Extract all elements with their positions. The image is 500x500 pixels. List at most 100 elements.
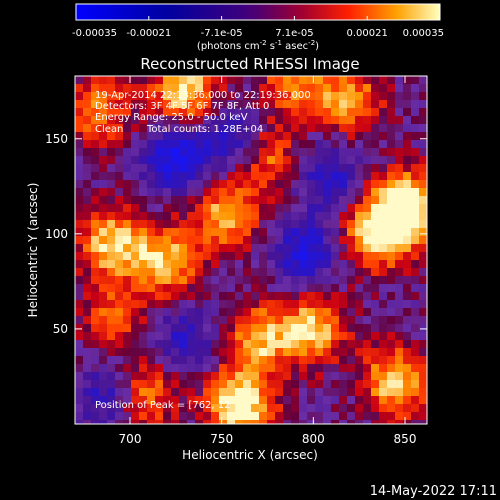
heatmap-cell — [259, 180, 267, 188]
heatmap-cell — [195, 300, 203, 308]
heatmap-cell — [315, 308, 323, 316]
heatmap-cell — [123, 188, 131, 196]
heatmap-cell — [171, 76, 179, 84]
heatmap-cell — [139, 308, 147, 316]
heatmap-cell — [379, 300, 387, 308]
heatmap-cell — [107, 236, 115, 244]
heatmap-cell — [227, 84, 235, 92]
heatmap-cell — [75, 124, 83, 132]
heatmap-cell — [275, 380, 283, 388]
heatmap-cell — [163, 196, 171, 204]
heatmap-cell — [131, 100, 139, 108]
heatmap-cell — [355, 84, 363, 92]
heatmap-cell — [83, 188, 91, 196]
heatmap-cell — [387, 380, 395, 388]
heatmap-cell — [323, 276, 331, 284]
heatmap-cell — [99, 196, 107, 204]
heatmap-cell — [163, 308, 171, 316]
heatmap-cell — [195, 420, 203, 424]
heatmap-cell — [259, 308, 267, 316]
heatmap-cell — [379, 196, 387, 204]
heatmap-cell — [171, 292, 179, 300]
heatmap-cell — [307, 356, 315, 364]
heatmap-cell — [419, 140, 427, 148]
heatmap-cell — [203, 260, 211, 268]
heatmap-cell — [411, 228, 419, 236]
heatmap-cell — [251, 364, 259, 372]
heatmap-cell — [99, 356, 107, 364]
heatmap-cell — [307, 292, 315, 300]
heatmap-cell — [259, 332, 267, 340]
heatmap-cell — [355, 204, 363, 212]
heatmap-cell — [147, 132, 155, 140]
heatmap-cell — [291, 388, 299, 396]
heatmap-cell — [411, 284, 419, 292]
heatmap-cell — [371, 372, 379, 380]
heatmap-cell — [163, 244, 171, 252]
heatmap-cell — [307, 348, 315, 356]
heatmap-cell — [387, 252, 395, 260]
heatmap-cell — [259, 284, 267, 292]
heatmap-cell — [211, 76, 219, 84]
heatmap-cell — [419, 260, 427, 268]
heatmap-cell — [75, 220, 83, 228]
heatmap-cell — [179, 116, 187, 124]
heatmap-cell — [131, 236, 139, 244]
heatmap-cell — [235, 324, 243, 332]
heatmap-cell — [187, 292, 195, 300]
heatmap-cell — [339, 348, 347, 356]
heatmap-cell — [251, 324, 259, 332]
heatmap-cell — [251, 252, 259, 260]
heatmap-cell — [323, 364, 331, 372]
heatmap-cell — [235, 316, 243, 324]
heatmap-cell — [299, 220, 307, 228]
heatmap-cell — [115, 364, 123, 372]
heatmap-cell — [195, 100, 203, 108]
heatmap-cell — [203, 124, 211, 132]
heatmap-cell — [347, 204, 355, 212]
heatmap-cell — [419, 244, 427, 252]
heatmap-cell — [355, 172, 363, 180]
heatmap-cell — [363, 108, 371, 116]
heatmap-cell — [115, 236, 123, 244]
heatmap-cell — [235, 388, 243, 396]
heatmap-cell — [275, 404, 283, 412]
heatmap-cell — [251, 236, 259, 244]
heatmap-cell — [283, 324, 291, 332]
heatmap-cell — [107, 276, 115, 284]
heatmap-cell — [211, 324, 219, 332]
heatmap-cell — [83, 116, 91, 124]
heatmap-cell — [227, 380, 235, 388]
heatmap-cell — [347, 284, 355, 292]
heatmap-cell — [275, 260, 283, 268]
heatmap-cell — [211, 164, 219, 172]
heatmap-cell — [331, 380, 339, 388]
heatmap-cell — [299, 164, 307, 172]
heatmap-cell — [195, 396, 203, 404]
heatmap-cell — [227, 356, 235, 364]
heatmap-cell — [155, 348, 163, 356]
heatmap-cell — [107, 340, 115, 348]
heatmap-cell — [171, 148, 179, 156]
heatmap-cell — [203, 116, 211, 124]
heatmap-cell — [347, 300, 355, 308]
heatmap-cell — [315, 404, 323, 412]
heatmap-cell — [331, 260, 339, 268]
heatmap-cell — [155, 204, 163, 212]
heatmap-cell — [419, 332, 427, 340]
heatmap-cell — [355, 292, 363, 300]
heatmap-cell — [203, 252, 211, 260]
heatmap-cell — [139, 316, 147, 324]
heatmap-cell — [139, 364, 147, 372]
heatmap-cell — [75, 276, 83, 284]
heatmap-cell — [307, 396, 315, 404]
heatmap-cell — [339, 252, 347, 260]
heatmap-cell — [283, 148, 291, 156]
heatmap-cell — [219, 196, 227, 204]
heatmap-cell — [387, 116, 395, 124]
heatmap-cell — [363, 316, 371, 324]
heatmap-cell — [419, 84, 427, 92]
heatmap-cell — [227, 404, 235, 412]
heatmap-cell — [355, 100, 363, 108]
heatmap-cell — [83, 204, 91, 212]
